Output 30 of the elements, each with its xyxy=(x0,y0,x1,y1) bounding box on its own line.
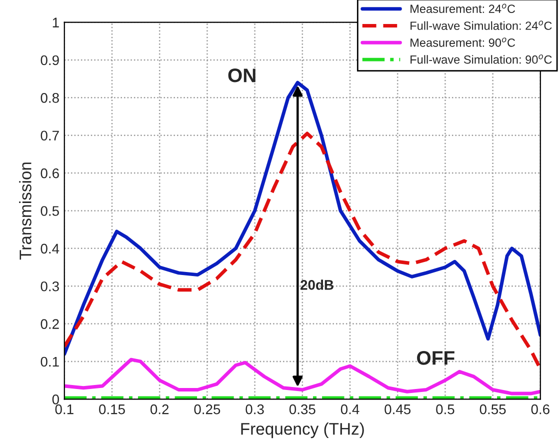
y-tick-label: 0.1 xyxy=(40,356,59,367)
y-tick-label: 0 xyxy=(52,394,59,404)
legend-label: Full-wave Simulation: 24$^{o}$C xyxy=(410,20,552,30)
x-tick-label: 0.4 xyxy=(340,404,360,414)
y-tick-label: 0.6 xyxy=(40,168,59,178)
legend-label: Measurement: 90$^{o}$C xyxy=(410,38,516,47)
annotation: 20dB xyxy=(300,280,334,290)
x-tick-label: 0.6 xyxy=(531,404,550,414)
annotation: ON xyxy=(228,68,256,82)
annotation: OFF xyxy=(417,351,454,365)
y-tick-label: 0.2 xyxy=(40,319,59,329)
x-axis-title: Frequency (THz) xyxy=(241,422,364,438)
y-tick-label: 0.9 xyxy=(40,55,59,66)
x-tick-label: 0.25 xyxy=(194,404,220,414)
y-tick-label: 1 xyxy=(52,18,59,28)
x-tick-label: 0.15 xyxy=(99,404,125,414)
x-tick-label: 0.2 xyxy=(150,404,169,414)
legend-label: Full-wave Simulation: 90$^{o}$C xyxy=(410,54,552,64)
y-axis-title: Transmission xyxy=(19,162,32,260)
legend-label: Measurement: 24$^{o}$C xyxy=(410,4,516,14)
x-tick-label: 0.45 xyxy=(384,404,411,414)
x-tick-label: 0.35 xyxy=(289,404,316,414)
y-tick-label: 0.7 xyxy=(40,130,59,141)
y-tick-label: 0.5 xyxy=(40,206,59,216)
y-tick-label: 0.3 xyxy=(40,281,59,292)
y-tick-label: 0.4 xyxy=(40,244,60,254)
x-tick-label: 0.55 xyxy=(480,404,506,414)
y-tick-label: 0.8 xyxy=(40,93,59,103)
x-tick-label: 0.5 xyxy=(436,404,454,414)
x-tick-label: 0.3 xyxy=(246,404,264,414)
